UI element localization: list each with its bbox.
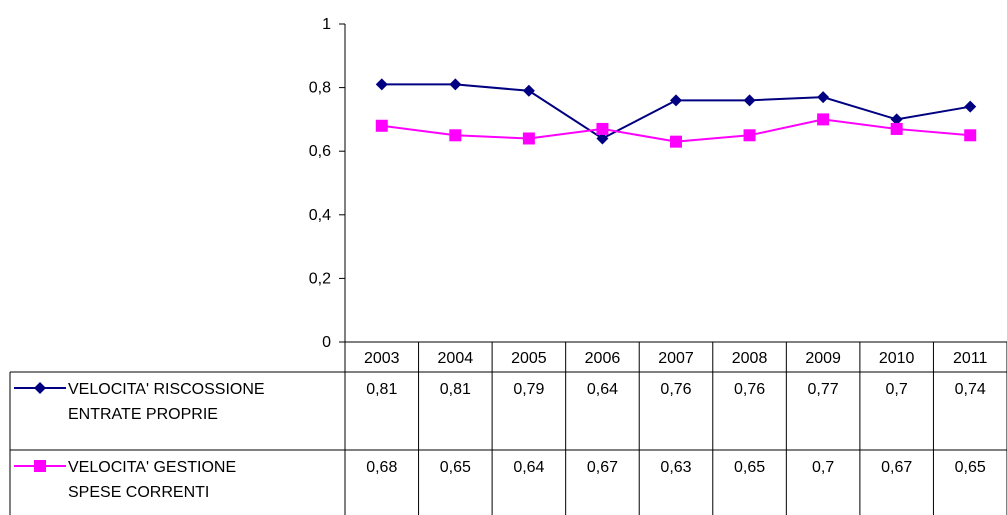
data-point [522,84,535,97]
table-value-cell: 0,65 [955,459,986,476]
y-tick-label: 0,2 [309,270,331,287]
table-value-cell: 0,65 [440,459,471,476]
data-point [670,135,682,148]
data-point [596,122,609,135]
x-category-label: 2009 [805,350,841,367]
legend-series-name: VELOCITA' RISCOSSIONE [68,381,265,398]
y-tick-label: 0,8 [309,80,331,97]
legend-series-name: SPESE CORRENTI [68,484,209,501]
x-category-label: 2006 [585,350,621,367]
table-value-cell: 0,64 [513,459,544,476]
legend-key-marker [34,460,46,472]
legend-key-marker [34,382,46,394]
y-tick-label: 0 [322,334,331,351]
x-category-label: 2007 [658,350,694,367]
x-category-label: 2005 [511,350,547,367]
series-layer [375,78,977,148]
data-point [449,129,462,142]
y-tick-label: 1 [322,16,331,33]
legend-series-name: VELOCITA' GESTIONE [68,459,236,476]
data-point [890,122,903,135]
table-value-cell: 0,7 [886,381,908,398]
x-category-label: 2004 [438,350,474,367]
table-value-cell: 0,76 [734,381,765,398]
data-point [596,132,609,145]
table-value-cell: 0,81 [440,381,471,398]
y-axis: 0 0,2 0,4 0,6 0,8 1 [309,16,346,351]
data-point [964,100,977,113]
table-value-cell: 0,76 [660,381,691,398]
x-category-label: 2008 [732,350,768,367]
data-point [890,113,903,126]
data-point [817,91,830,104]
table-value-cell: 0,65 [734,459,765,476]
y-tick-label: 0,6 [309,143,331,160]
x-category-label: 2011 [953,350,988,367]
x-category-label: 2003 [364,350,400,367]
table-value-cell: 0,74 [955,381,986,398]
table-value-cell: 0,81 [366,381,397,398]
table-value-cell: 0,79 [513,381,544,398]
data-point [375,119,388,132]
legend-series-name: ENTRATE PROPRIE [68,406,218,423]
series-line [381,83,971,140]
data-point [743,129,756,142]
data-point [522,132,535,145]
table-value-cell: 0,64 [587,381,618,398]
table-value-cell: 0,67 [587,459,618,476]
table-value-cell: 0,7 [812,459,834,476]
table-value-cell: 0,77 [808,381,839,398]
data-table: 2003 2004 2005 2006 2007 2008 2009 2010 2011 VELO… [9,341,1007,515]
y-tick-label: 0,4 [309,207,331,224]
table-value-cell: 0,67 [881,459,912,476]
x-category-label: 2010 [879,350,915,367]
data-point [817,113,830,126]
table-value-cell: 0,63 [660,459,691,476]
data-point [743,94,756,107]
data-point [670,94,682,107]
data-point [449,78,462,91]
data-point [375,78,388,91]
table-value-cell: 0,68 [366,459,397,476]
data-point [964,129,977,142]
